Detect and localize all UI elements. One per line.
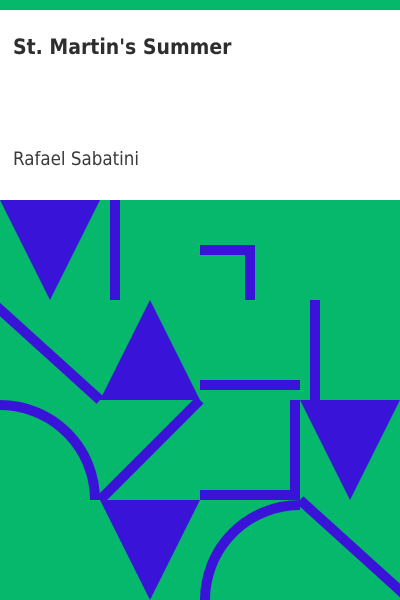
vertical-bar-shape (310, 300, 320, 400)
geometric-pattern (0, 200, 400, 600)
diagonal-line-shape (296, 496, 400, 598)
horizontal-bar-shape (200, 380, 300, 390)
book-author: Rafael Sabatini (13, 148, 140, 170)
triangle-down-shape (100, 500, 200, 600)
book-title: St. Martin's Summer (13, 35, 232, 59)
diagonal-line-shape (96, 396, 204, 504)
diagonal-line-shape (0, 302, 104, 404)
horizontal-bar-shape (200, 490, 300, 500)
triangle-down-shape (300, 400, 400, 500)
triangle-up-shape (100, 300, 200, 400)
cover-artwork (0, 200, 400, 600)
horizontal-bar-shape (200, 245, 255, 255)
title-area: St. Martin's Summer Rafael Sabatini (0, 10, 400, 200)
vertical-bar-shape (110, 200, 120, 300)
diagonal-lines (0, 302, 400, 598)
arc-shapes (0, 400, 301, 600)
vertical-bar-shape (245, 245, 255, 300)
quarter-arc-shape (0, 400, 100, 501)
top-color-bar (0, 0, 400, 10)
quarter-arc-shape (200, 500, 301, 600)
triangle-down-shape (0, 200, 100, 300)
vertical-bar-shape (290, 400, 300, 500)
